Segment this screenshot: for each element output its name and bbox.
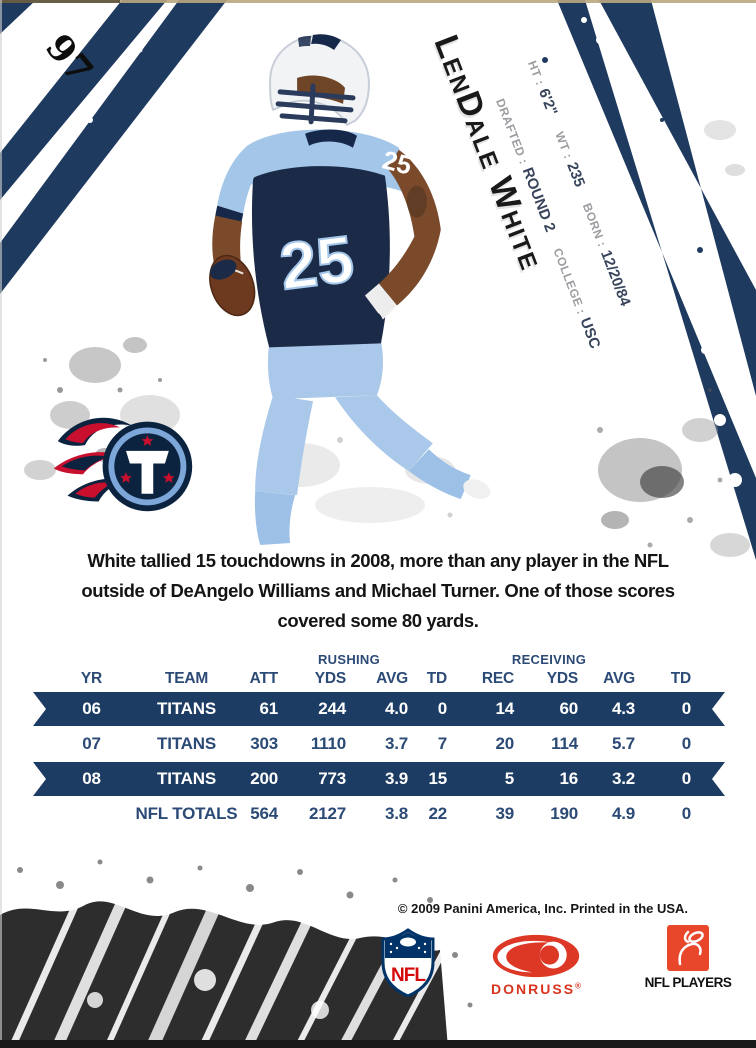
grunge-right [597, 120, 750, 557]
stats-row-2006: 06 TITANS 61 244 4.0 0 14 60 4.3 0 [33, 692, 725, 726]
stats-row-totals: NFL TOTALS 564 2127 3.8 22 39 190 4.9 0 [33, 797, 725, 831]
grunge-bottom-left [0, 859, 473, 1048]
col-header: YDS [314, 670, 346, 687]
stat-cell: 0 [681, 804, 691, 823]
chest-number: 25 [276, 221, 358, 303]
col-header: AVG [603, 670, 635, 687]
registered-mark: ® [575, 981, 581, 991]
stat-cell: 0 [681, 734, 691, 753]
stat-cell: 3.9 [384, 769, 408, 788]
stat-cell: NFL TOTALS [135, 804, 238, 823]
titans-logo-icon [53, 417, 193, 512]
stat-cell: 1110 [310, 734, 346, 753]
nfl-shield-wordmark: NFL [391, 965, 426, 986]
col-header: ATT [249, 670, 279, 687]
stat-cell: 0 [681, 769, 691, 788]
nfl-players-icon [667, 925, 709, 971]
stats-row-2008: 08 TITANS 200 773 3.9 15 5 16 3.2 0 [33, 762, 725, 796]
stat-cell: 14 [495, 699, 514, 718]
col-header: TD [670, 670, 691, 687]
stat-cell: 303 [250, 734, 278, 753]
stat-cell: 3.2 [611, 769, 635, 788]
shoulder-number: 25 [379, 146, 414, 180]
receiving-group-header: RECEIVING [511, 652, 587, 667]
player-photo: 25 25 [209, 34, 491, 546]
stat-cell: 5 [504, 769, 514, 788]
player-figure: 25 25 [209, 34, 491, 546]
stat-cell: TITANS [157, 699, 216, 718]
titans-circle-t [102, 421, 193, 512]
stat-cell: 07 [82, 734, 101, 753]
player-blurb: White tallied 15 touchdowns in 2008, mor… [81, 550, 675, 631]
stats-group-header-row: RUSHING RECEIVING [33, 650, 725, 667]
donruss-logo: DONRUSS® [466, 932, 606, 997]
stat-cell: 114 [551, 734, 578, 753]
col-header: TEAM [164, 670, 209, 687]
stat-cell: 22 [428, 804, 447, 823]
stat-cell: 7 [437, 734, 447, 753]
stat-cell: TITANS [157, 734, 216, 753]
stat-cell: 5.7 [611, 734, 635, 753]
stat-cell: 3.8 [384, 804, 408, 823]
top-right-stripes [542, 0, 756, 560]
facemask [275, 83, 356, 125]
rushing-group-header: RUSHING [317, 652, 381, 667]
stats-table: RUSHING RECEIVING YR TEAM ATT YDS AVG TD… [33, 650, 725, 831]
stat-cell: 4.9 [611, 804, 635, 823]
stat-cell: 3.7 [384, 734, 408, 753]
nfl-players-logo: NFL PLAYERS [632, 924, 744, 990]
stat-cell: 06 [82, 699, 101, 718]
col-header: TD [426, 670, 447, 687]
stat-cell: 61 [259, 699, 278, 718]
stat-cell: 190 [550, 804, 578, 823]
col-header: AVG [376, 670, 408, 687]
stat-cell: 4.3 [611, 699, 635, 718]
stat-cell: 16 [559, 769, 578, 788]
stat-cell: 564 [250, 804, 278, 823]
nfl-shield-icon: NFL [381, 928, 435, 998]
stats-row-2007: 07 TITANS 303 1110 3.7 7 20 114 5.7 0 [33, 727, 725, 761]
stat-cell: 773 [318, 769, 346, 788]
top-left-stripe-wear [12, 47, 143, 233]
stat-cell: 15 [428, 769, 447, 788]
stat-cell: 0 [437, 699, 447, 718]
col-header: REC [481, 670, 514, 687]
stat-cell: 20 [495, 734, 514, 753]
stat-cell: 2127 [308, 804, 346, 823]
col-header: YR [80, 670, 103, 687]
stat-cell: 60 [559, 699, 578, 718]
col-header: YDS [546, 670, 578, 687]
top-right-stripe-wear [581, 17, 742, 487]
stat-cell: 244 [318, 699, 346, 718]
stat-cell: 0 [681, 699, 691, 718]
donruss-oval-icon [492, 934, 580, 978]
stat-cell: 39 [495, 804, 514, 823]
stat-cell: 08 [82, 769, 101, 788]
stats-column-header-row: YR TEAM ATT YDS AVG TD REC YDS AVG TD [33, 667, 725, 691]
stat-cell: 4.0 [384, 699, 408, 718]
stat-cell: TITANS [157, 769, 216, 788]
top-left-stripes [0, 0, 227, 294]
donruss-text: DONRUSS [491, 981, 576, 997]
donruss-wordmark: DONRUSS® [466, 981, 606, 997]
copyright-line: © 2009 Panini America, Inc. Printed in t… [397, 901, 689, 916]
nfl-players-wordmark: NFL PLAYERS [644, 975, 732, 990]
stat-cell: 200 [250, 769, 278, 788]
